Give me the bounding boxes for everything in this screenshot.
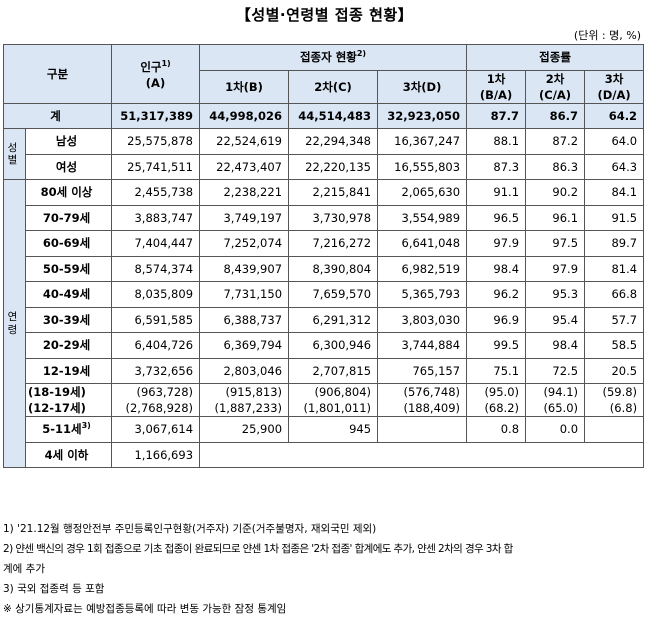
footnote-2: 2) 얀센 백신의 경우 1회 접종으로 기초 접종이 완료되므로 얀센 1차 … bbox=[3, 543, 513, 555]
table-row-teen-breakdown: (18-19세) (12-17세) (963,728) (2,768,928) (9… bbox=[4, 383, 645, 417]
table-row-total: 계 51,317,389 44,998,026 44,514,483 32,92… bbox=[2, 102, 645, 129]
header-rate2: 2차 (C/A) bbox=[525, 69, 586, 104]
header-population: 인구1) (A) bbox=[111, 44, 201, 104]
unit-label: (단위 : 명, %) bbox=[573, 29, 641, 42]
header-category: 구분 bbox=[2, 44, 113, 104]
table-row: 40-49세 8,035,809 7,731,150 7,659,570 5,365… bbox=[4, 281, 645, 308]
page-title: 【성별·연령별 접종 현황】 bbox=[235, 6, 414, 24]
header-rate3: 3차 (D/A) bbox=[584, 69, 645, 104]
footnotes: 1) '21.12월 행정안전부 주민등록인구현황(거주자) 기준(거주불명자,… bbox=[3, 519, 643, 619]
table-row: 4세 이하 1,166,693 bbox=[4, 441, 645, 468]
footnote-1: 1) '21.12월 행정안전부 주민등록인구현황(거주자) 기준(거주불명자,… bbox=[3, 523, 377, 535]
header-vaccinated: 접종자 현황2) bbox=[199, 44, 468, 71]
table-row: 30-39세 6,591,585 6,388,737 6,291,312 3,803… bbox=[4, 306, 645, 333]
header-dose1: 1차(B) bbox=[199, 69, 290, 104]
table-row: 50-59세 8,574,374 8,439,907 8,390,804 6,982… bbox=[4, 255, 645, 282]
header-dose2: 2차(C) bbox=[288, 69, 379, 104]
footnote-3: 3) 국외 접종력 등 포함 bbox=[3, 583, 105, 595]
table-row: 70-79세 3,883,747 3,749,197 3,730,978 3,554… bbox=[4, 204, 645, 231]
table-row: 60-69세 7,404,447 7,252,074 7,216,272 6,641… bbox=[4, 230, 645, 257]
footnote-2-cont: 계에 추가 bbox=[3, 563, 45, 575]
table-row: 20-29세 6,404,726 6,369,794 6,300,946 3,744… bbox=[4, 332, 645, 359]
table-row: 여성 25,741,511 22,473,407 22,220,135 16,555… bbox=[4, 153, 645, 180]
table-row: 12-19세 3,732,656 2,803,046 2,707,815 765,1… bbox=[4, 357, 645, 384]
vaccination-table: 구분 인구1) (A) 접종자 현황2) 접종률 1차(B) 2차(C) 3차(… bbox=[2, 44, 645, 468]
footnote-4: ※ 상기통계자료는 예방접종등록에 따라 변동 가능한 잠정 통계임 bbox=[3, 603, 287, 615]
header-dose3: 3차(D) bbox=[377, 69, 468, 104]
table-row: 5-11세3) 3,067,614 25,900 945 0.8 0.0 bbox=[4, 416, 645, 443]
header-rate: 접종률 bbox=[466, 44, 645, 71]
header-rate1: 1차 (B/A) bbox=[466, 69, 527, 104]
